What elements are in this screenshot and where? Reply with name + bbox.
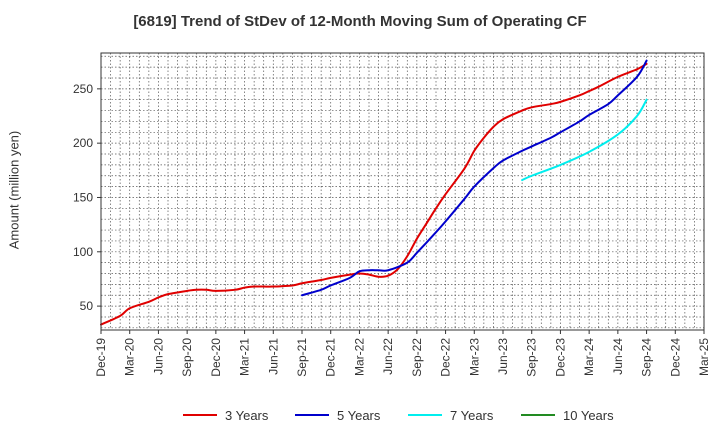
x-tick-label: Jun-23 [496,338,510,375]
x-tick-label: Sep-23 [525,338,539,377]
chart-title: [6819] Trend of StDev of 12-Month Moving… [133,13,587,30]
y-tick-label: 200 [73,136,93,150]
legend-label-4: 10 Years [563,408,614,423]
x-tick-label: Dec-21 [324,338,338,377]
series-line-2 [301,59,648,297]
x-tick-label: Mar-25 [697,338,711,376]
x-tick-label: Jun-20 [151,338,165,375]
x-tick-label: Jun-24 [611,338,625,375]
x-tick-label: Mar-21 [238,338,252,376]
x-tick-label: Sep-21 [295,338,309,377]
x-tick-label: Dec-24 [668,338,682,377]
x-tick-label: Sep-20 [180,338,194,377]
series-line-1 [100,62,648,326]
x-tick-label: Dec-22 [439,338,453,377]
legend: 3 Years 5 Years 7 Years 10 Years [183,408,614,423]
x-tick-label: Mar-24 [582,338,596,376]
x-tick-label: Dec-20 [209,338,223,377]
x-axis-ticks: Dec-19 Mar-20 Jun-20 Sep-20 Dec-20 Mar-21 Jun-… [94,330,711,377]
legend-label-3: 7 Years [450,408,494,423]
x-tick-label: Jun-21 [266,338,280,375]
x-tick-label: Dec-23 [553,338,567,377]
y-tick-label: 250 [73,82,93,96]
legend-label-1: 3 Years [225,408,269,423]
legend-label-2: 5 Years [337,408,381,423]
plot-background [101,53,704,330]
y-tick-label: 50 [80,299,94,313]
x-tick-label: Mar-20 [123,338,137,376]
y-tick-label: 100 [73,245,93,259]
y-tick-label: 150 [73,190,93,204]
x-tick-label: Sep-22 [410,338,424,377]
x-tick-label: Mar-23 [467,338,481,376]
x-tick-label: Sep-24 [640,338,654,377]
plot-frame [100,52,705,331]
series-layer [100,59,648,326]
y-axis-ticks: 50 100 150 200 250 [73,82,101,313]
x-tick-label: Jun-22 [381,338,395,375]
x-tick-label: Mar-22 [352,338,366,376]
series-line-3 [521,98,648,182]
x-tick-label: Dec-19 [94,338,108,377]
